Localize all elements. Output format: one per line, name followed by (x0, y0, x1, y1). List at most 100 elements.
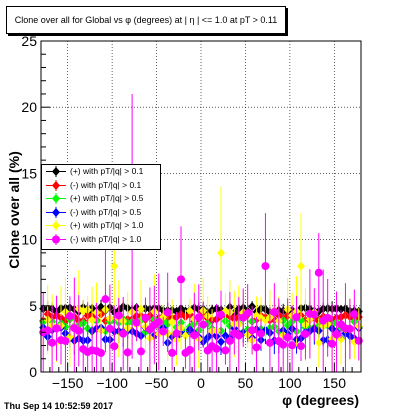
data-point (110, 342, 119, 351)
legend: (+) with pT/|q| > 0.1 (-) with pT/|q| > 0… (41, 164, 161, 250)
legend-entry-0: (+) with pT/|q| > 0.1 (42, 165, 160, 179)
data-point (252, 343, 261, 352)
data-point (212, 344, 221, 353)
x-tick-label: 0 (197, 375, 205, 391)
data-point (248, 326, 257, 335)
legend-label: (-) with pT/|q| > 0.1 (70, 179, 142, 190)
legend-entry-1: (-) with pT/|q| > 0.1 (42, 179, 160, 193)
data-point (314, 268, 323, 277)
data-point (168, 317, 177, 327)
data-point (101, 295, 110, 304)
y-tick-label: 0 (29, 364, 37, 380)
data-point (217, 248, 225, 258)
legend-entry-3: (-) with pT/|q| > 0.5 (42, 206, 160, 220)
legend-label: (-) with pT/|q| > 0.5 (70, 206, 142, 217)
data-point (265, 338, 274, 347)
legend-marker-0 (46, 166, 66, 177)
data-point (65, 312, 74, 321)
data-point (217, 337, 225, 347)
y-tick-label: 15 (21, 165, 37, 181)
data-point (332, 330, 341, 339)
data-point (310, 310, 319, 319)
timestamp: Thu Sep 14 10:52:59 2017 (4, 401, 114, 411)
series-5 (39, 93, 363, 372)
data-point (345, 324, 354, 333)
legend-marker-3 (46, 206, 66, 218)
data-point (48, 338, 57, 347)
legend-entry-4: (+) with pT/|q| > 1.0 (42, 219, 160, 233)
y-axis-label: Clone over all (%) (6, 151, 22, 268)
data-point (88, 315, 97, 325)
data-point (314, 338, 323, 348)
data-point (177, 275, 185, 284)
data-point (225, 336, 234, 345)
y-tick-label: 25 (21, 33, 37, 49)
x-tick-label: 100 (278, 375, 302, 391)
data-point (354, 336, 363, 345)
legend-label: (+) with pT/|q| > 1.0 (70, 220, 144, 230)
data-point (185, 345, 194, 354)
legend-label: (+) with pT/|q| > 0.5 (70, 193, 144, 203)
legend-entry-2: (+) with pT/|q| > 0.5 (42, 192, 160, 206)
data-point (154, 317, 163, 326)
chart-title: Clone over all for Global vs φ (degrees)… (6, 6, 286, 34)
data-point (323, 313, 332, 322)
data-point (350, 310, 359, 319)
data-point (137, 347, 145, 356)
y-tick-label: 5 (29, 298, 37, 314)
data-point (288, 341, 297, 350)
data-point (168, 348, 177, 357)
data-point (283, 333, 292, 342)
data-point (74, 326, 83, 335)
data-point (199, 320, 208, 329)
data-point (190, 331, 199, 340)
x-tick-label: −100 (96, 375, 128, 391)
data-point (292, 313, 301, 322)
legend-entry-5: (-) with pT/|q| > 1.0 (42, 233, 160, 247)
legend-label: (+) with pT/|q| > 0.1 (70, 166, 144, 176)
data-point (141, 313, 150, 322)
data-series (39, 93, 363, 372)
data-point (105, 324, 114, 333)
data-point (261, 262, 270, 271)
data-point (297, 261, 305, 271)
data-point (43, 326, 52, 335)
data-point (159, 327, 168, 336)
data-point (123, 348, 132, 357)
x-tick-label: −150 (52, 375, 84, 391)
data-point (137, 304, 145, 314)
data-point (172, 329, 181, 338)
legend-marker-5 (46, 233, 66, 245)
data-point (217, 310, 225, 319)
data-point (297, 342, 305, 351)
data-point (234, 331, 243, 340)
legend-marker-2 (46, 193, 66, 204)
data-point (52, 324, 61, 333)
x-tick-label: 150 (323, 375, 347, 391)
data-point (194, 313, 203, 322)
legend-marker-1 (46, 179, 66, 191)
legend-label: (-) with pT/|q| > 1.0 (70, 233, 142, 244)
x-tick-label: −50 (145, 375, 169, 391)
legend-marker-4 (46, 220, 66, 231)
axes: −150 −100 −50 0 50 100 150 0 5 10 15 20 25 (21, 33, 362, 391)
x-tick-label: 50 (238, 375, 254, 391)
data-point (270, 308, 279, 317)
data-point (97, 348, 105, 357)
data-point (279, 340, 288, 349)
data-point (132, 318, 141, 327)
data-point (119, 329, 128, 338)
data-point (221, 346, 230, 355)
data-point (301, 330, 310, 339)
y-tick-label: 10 (21, 232, 37, 248)
data-point (328, 339, 337, 348)
data-point (110, 261, 119, 271)
x-axis-label: φ (degrees) (282, 392, 359, 408)
data-point (243, 309, 252, 318)
data-point (181, 331, 190, 341)
data-point (185, 306, 194, 316)
y-tick-label: 20 (21, 99, 37, 115)
data-point (163, 308, 172, 317)
data-point (257, 329, 265, 338)
